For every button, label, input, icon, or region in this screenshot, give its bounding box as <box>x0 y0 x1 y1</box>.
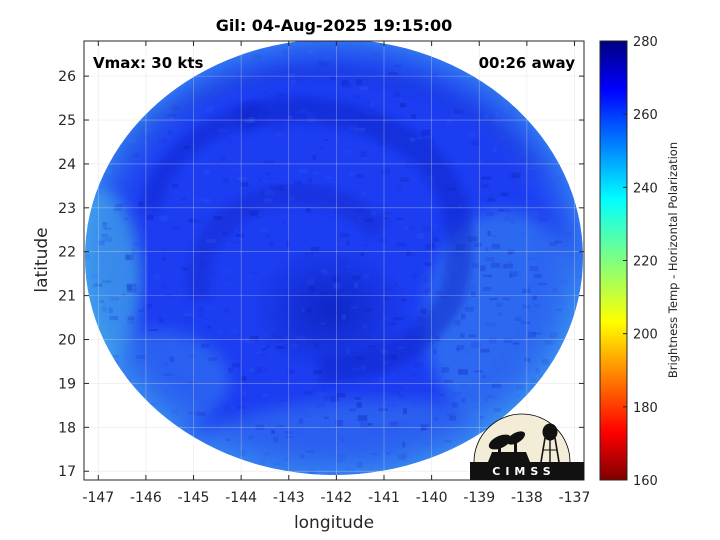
cimss-logo: CIMSS <box>470 413 584 480</box>
colorbar-tick-label: 180 <box>633 401 658 416</box>
colorbar: 160 180 200 220 240 260 280 Brightness Temp - … <box>599 35 680 489</box>
y-tick-label: 18 <box>58 420 76 436</box>
x-tick-label: -141 <box>368 490 400 506</box>
y-axis: 17 18 19 20 21 22 23 24 25 26 <box>58 69 584 480</box>
logo-text: CIMSS <box>492 465 555 478</box>
y-tick-label: 22 <box>58 245 76 261</box>
colorbar-tick-label: 160 <box>633 474 658 489</box>
swath-edge <box>85 41 583 475</box>
colorbar-label: Brightness Temp - Horizontal Polarizatio… <box>666 142 680 378</box>
plot-border <box>83 40 585 481</box>
x-tick-label: -142 <box>320 490 352 506</box>
y-tick-label: 20 <box>58 333 76 349</box>
y-tick-label: 17 <box>58 464 76 480</box>
colorbar-tick-label: 240 <box>633 181 658 196</box>
x-tick-label: -139 <box>463 490 495 506</box>
x-tick-label: -138 <box>511 490 543 506</box>
chart-title: Gil: 04-Aug-2025 19:15:00 <box>216 16 453 35</box>
y-tick-label: 21 <box>58 289 76 305</box>
y-tick-label: 24 <box>58 157 76 173</box>
grid-lines <box>84 41 584 480</box>
y-tick-label: 26 <box>58 69 76 85</box>
x-tick-label: -137 <box>559 490 591 506</box>
colorbar-gradient <box>599 40 628 481</box>
colorbar-ticks: 160 180 200 220 240 260 280 <box>623 35 658 489</box>
logo-banner <box>470 462 584 480</box>
x-tick-label: -143 <box>273 490 305 506</box>
x-axis: -147 -146 -145 -144 -143 -142 -141 -140 -139 -138… <box>82 41 590 506</box>
vmax-annotation: Vmax: 30 kts <box>93 54 203 72</box>
colorbar-tick-label: 200 <box>633 328 658 343</box>
x-tick-label: -140 <box>416 490 448 506</box>
y-axis-label: latitude <box>32 227 52 292</box>
colorbar-tick-label: 260 <box>633 108 658 123</box>
y-tick-label: 23 <box>58 201 76 217</box>
time-away-annotation: 00:26 away <box>479 54 576 72</box>
x-tick-label: -146 <box>130 490 162 506</box>
colorbar-tick-label: 220 <box>633 255 658 270</box>
x-tick-label: -147 <box>82 490 114 506</box>
water-tower-icon <box>540 423 560 463</box>
x-tick-label: -144 <box>225 490 257 506</box>
satellite-dish-icon <box>488 431 530 462</box>
colorbar-tick-label: 280 <box>633 35 658 50</box>
y-tick-label: 19 <box>58 376 76 392</box>
y-tick-label: 25 <box>58 113 76 129</box>
x-axis-label: longitude <box>294 513 374 533</box>
x-tick-label: -145 <box>178 490 210 506</box>
